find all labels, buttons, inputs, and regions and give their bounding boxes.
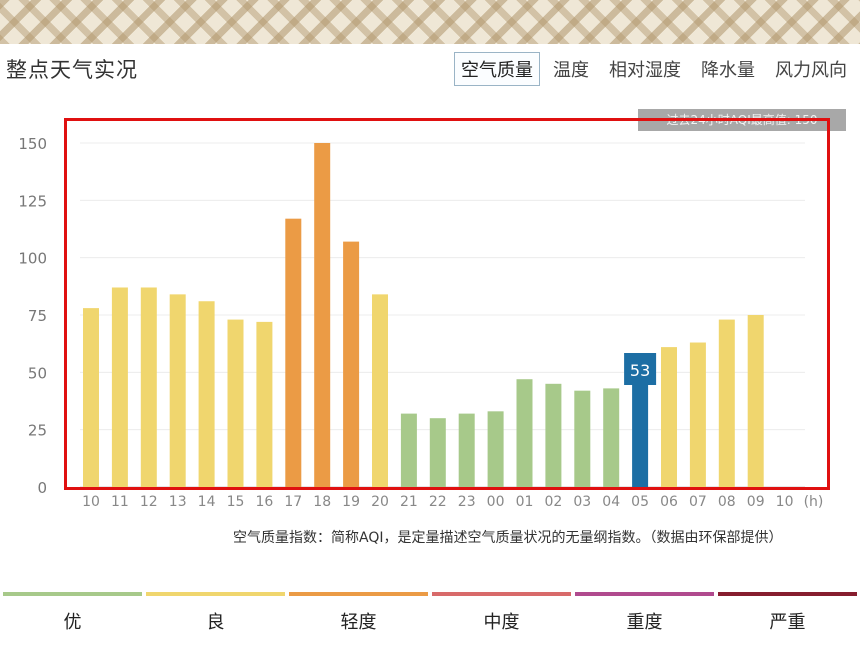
y-tick-label: 125 bbox=[18, 192, 47, 210]
x-tick-label: 17 bbox=[284, 494, 302, 510]
bar-03[interactable] bbox=[574, 390, 591, 487]
legend-label: 良 bbox=[206, 612, 225, 633]
bar-16[interactable] bbox=[256, 321, 273, 487]
x-tick-label: 15 bbox=[227, 494, 245, 510]
bar-11[interactable] bbox=[111, 287, 128, 487]
bar-05[interactable] bbox=[632, 365, 649, 487]
x-tick-label: 20 bbox=[371, 494, 389, 510]
x-tick-label: 03 bbox=[573, 494, 591, 510]
x-tick-label: 18 bbox=[313, 494, 331, 510]
bar-15[interactable] bbox=[227, 319, 244, 487]
x-tick-label: 08 bbox=[718, 494, 736, 510]
legend-swatch bbox=[3, 592, 142, 596]
x-tick-label: 23 bbox=[458, 494, 476, 510]
y-tick-label: 0 bbox=[37, 479, 47, 497]
tab-precipitation[interactable]: 降水量 bbox=[701, 60, 755, 81]
legend-item-excellent: 优 bbox=[3, 592, 142, 634]
tab-wind[interactable]: 风力风向 bbox=[775, 60, 847, 81]
legend-label: 优 bbox=[63, 612, 82, 633]
x-tick-label: 22 bbox=[429, 494, 447, 510]
decorative-banner bbox=[0, 0, 860, 44]
bar-02[interactable] bbox=[545, 383, 562, 487]
bar-14[interactable] bbox=[198, 301, 215, 487]
legend-label: 中度 bbox=[483, 612, 520, 633]
x-tick-label: 06 bbox=[660, 494, 678, 510]
legend-label: 严重 bbox=[769, 612, 806, 633]
x-tick-label: 11 bbox=[111, 494, 129, 510]
legend-item-severe-pollution: 严重 bbox=[718, 592, 857, 634]
legend-item-good: 良 bbox=[146, 592, 285, 634]
value-tooltip bbox=[624, 353, 657, 385]
x-tick-label: 19 bbox=[342, 494, 360, 510]
bar-20[interactable] bbox=[372, 294, 388, 487]
x-tick-label: 02 bbox=[544, 494, 562, 510]
x-tick-label: 10 bbox=[82, 494, 100, 510]
legend-item-heavy-pollution: 重度 bbox=[575, 592, 714, 634]
x-tick-label: 07 bbox=[689, 494, 707, 510]
bar-17[interactable] bbox=[285, 218, 302, 487]
aqi-bar-chart: 0 25 50 75 100 125 150 10 11 12 13 14 15 16 17 18 19 20 21… bbox=[18, 135, 824, 510]
legend-label: 重度 bbox=[626, 612, 663, 633]
x-tick-label: 10 bbox=[776, 494, 794, 510]
bar-06[interactable] bbox=[661, 347, 677, 487]
legend-swatch bbox=[432, 592, 571, 596]
x-tick-label: 05 bbox=[631, 494, 649, 510]
bar-22[interactable] bbox=[429, 418, 446, 487]
bar-08[interactable] bbox=[718, 319, 735, 487]
value-tooltip-label: 53 bbox=[630, 361, 650, 380]
bar-07[interactable] bbox=[689, 342, 706, 487]
bar-00[interactable] bbox=[487, 411, 504, 487]
bar-13[interactable] bbox=[169, 294, 186, 487]
bar-21[interactable] bbox=[400, 413, 417, 487]
legend-swatch bbox=[575, 592, 714, 596]
page-title: 整点天气实况 bbox=[6, 58, 138, 82]
bar-19[interactable] bbox=[343, 241, 360, 487]
y-tick-label: 75 bbox=[28, 307, 47, 325]
bar-01[interactable] bbox=[516, 379, 533, 487]
tab-temperature[interactable]: 温度 bbox=[553, 60, 589, 81]
metric-tabs: 空气质量 温度 相对湿度 降水量 风力风向 bbox=[448, 52, 854, 86]
y-tick-label: 100 bbox=[18, 250, 47, 268]
aqi-legend: 优 良 轻度 中度 重度 严重 bbox=[3, 592, 857, 634]
y-tick-label: 50 bbox=[28, 364, 47, 382]
x-tick-label: 13 bbox=[169, 494, 187, 510]
bar-09[interactable] bbox=[747, 315, 764, 487]
x-tick-label: 09 bbox=[747, 494, 765, 510]
x-tick-label: 16 bbox=[255, 494, 273, 510]
tab-relative-humidity[interactable]: 相对湿度 bbox=[609, 60, 681, 81]
legend-swatch bbox=[718, 592, 857, 596]
legend-item-moderate-pollution: 中度 bbox=[432, 592, 571, 634]
x-tick-label: 21 bbox=[400, 494, 418, 510]
legend-item-light-pollution: 轻度 bbox=[289, 592, 428, 634]
x-tick-label: 04 bbox=[602, 494, 620, 510]
y-tick-label: 25 bbox=[28, 422, 47, 440]
legend-label: 轻度 bbox=[340, 612, 377, 633]
x-tick-label: 14 bbox=[198, 494, 216, 510]
x-axis-unit: (h) bbox=[804, 494, 824, 510]
x-tick-label: 00 bbox=[487, 494, 505, 510]
y-tick-label: 150 bbox=[18, 135, 47, 153]
tab-air-quality[interactable]: 空气质量 bbox=[454, 52, 540, 86]
aqi-definition-note: 空气质量指数：简称AQI，是定量描述空气质量状况的无量纲指数。（数据由环保部提供… bbox=[233, 530, 783, 546]
bar-12[interactable] bbox=[140, 287, 157, 487]
legend-swatch bbox=[289, 592, 428, 596]
legend-swatch bbox=[146, 592, 285, 596]
bar-23[interactable] bbox=[458, 413, 475, 487]
bar-04[interactable] bbox=[603, 388, 620, 487]
bar-10[interactable] bbox=[83, 308, 99, 487]
x-tick-label: 12 bbox=[140, 494, 158, 510]
bar-18[interactable] bbox=[314, 143, 331, 487]
x-tick-label: 01 bbox=[516, 494, 534, 510]
